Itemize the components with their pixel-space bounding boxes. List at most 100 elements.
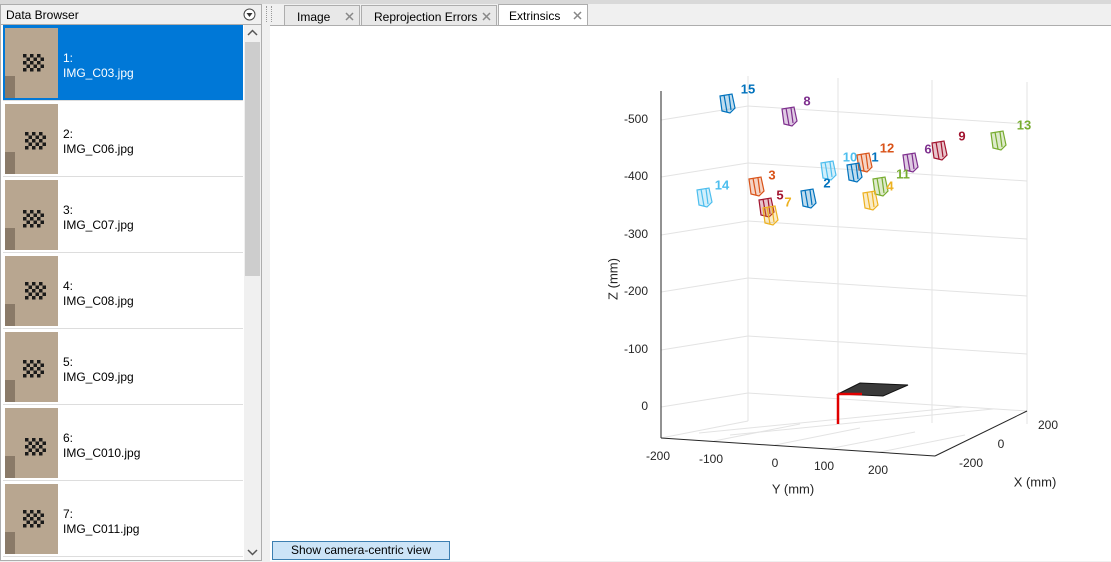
camera (856, 152, 873, 173)
thumb-shadow (5, 76, 15, 98)
image-item[interactable]: 5: IMG_C09.jpg (3, 329, 243, 405)
data-browser-panel: Data Browser 1: IMG_C03.jpg 2: IMG_C06.jpg 3… (0, 4, 262, 561)
tab[interactable]: Image (284, 5, 360, 25)
camera-label: 12 (880, 140, 894, 155)
image-item[interactable]: 7: IMG_C011.jpg (3, 481, 243, 557)
tab-close[interactable] (482, 12, 491, 21)
camera-label: 9 (958, 128, 965, 143)
checker-square (35, 448, 39, 452)
grid-line (879, 434, 966, 453)
checker-square (33, 213, 37, 217)
checker-square (25, 289, 29, 293)
grid-line (660, 335, 749, 351)
checker-square (32, 445, 36, 449)
scroll-thumb[interactable] (245, 42, 260, 276)
camera (862, 190, 879, 211)
checker-square (37, 524, 41, 528)
checker-square (25, 438, 29, 442)
checker-square (40, 64, 44, 68)
checker-square (26, 370, 30, 374)
checker-square (25, 452, 29, 456)
checker-square (42, 142, 46, 146)
x-axis-label: X (mm) (1014, 474, 1057, 489)
camera (931, 140, 948, 161)
checker-square (23, 61, 27, 65)
checker-square (42, 448, 46, 452)
checker-square (23, 517, 27, 521)
scroll-up[interactable] (247, 29, 258, 37)
tab[interactable]: Extrinsics (498, 4, 588, 26)
thumb-shadow (5, 228, 15, 250)
image-file: IMG_C011.jpg (63, 522, 140, 536)
grid-line (827, 431, 916, 450)
checker-square (25, 139, 29, 143)
checker-square (30, 510, 34, 514)
scroll-down[interactable] (247, 548, 258, 556)
checker-square (32, 296, 36, 300)
checker-square (32, 452, 36, 456)
checker-square (32, 139, 36, 143)
checker-square (32, 146, 36, 150)
image-item[interactable]: 4: IMG_C08.jpg (3, 253, 243, 329)
checker-square (30, 61, 34, 65)
grid-line (660, 105, 749, 121)
grid-line (747, 162, 1028, 182)
checker-square (42, 292, 46, 296)
image-item[interactable]: 3: IMG_C07.jpg (3, 177, 243, 253)
checker-square (32, 289, 36, 293)
image-item[interactable]: 6: IMG_C010.jpg (3, 405, 243, 481)
checker-square (35, 142, 39, 146)
checker-square (40, 220, 44, 224)
checker-square (30, 217, 34, 221)
image-index: 6: (63, 431, 74, 445)
panel-menu-button[interactable] (243, 8, 256, 21)
checker-square (37, 360, 41, 364)
thumb-shadow (5, 152, 15, 174)
checker-square (30, 360, 34, 364)
image-item[interactable]: 2: IMG_C06.jpg (3, 101, 243, 177)
checker-square (37, 224, 41, 228)
camera-centric-button[interactable]: Show camera-centric view (272, 541, 450, 560)
checker-square (25, 146, 29, 150)
checker-square (23, 360, 27, 364)
image-file: IMG_C06.jpg (63, 142, 134, 156)
tick-label: 200 (868, 463, 888, 477)
grid-line (747, 277, 1028, 297)
checker-square (30, 374, 34, 378)
checker-square (39, 146, 43, 150)
scrollbar[interactable] (244, 25, 261, 560)
image-item[interactable]: 1: IMG_C03.jpg (3, 25, 243, 101)
tick-label: -100 (624, 342, 648, 356)
tab-close[interactable] (573, 11, 582, 20)
checker-square (35, 135, 39, 139)
tick-label: -400 (624, 169, 648, 183)
grid-line (747, 335, 1028, 355)
checker-square (37, 517, 41, 521)
checker-square (28, 285, 32, 289)
checker-square (28, 448, 32, 452)
close-icon (573, 11, 582, 20)
checker-square (39, 282, 43, 286)
checker-square (42, 135, 46, 139)
camera-label: 3 (768, 167, 775, 182)
thumbnail (5, 408, 58, 478)
checker-square (28, 142, 32, 146)
checker-square (23, 54, 27, 58)
checker-square (30, 367, 34, 371)
checker-square (39, 139, 43, 143)
checker-square (26, 513, 30, 517)
tick-label: -500 (624, 112, 648, 126)
grid-line (747, 220, 1028, 240)
checker-square (23, 510, 27, 514)
thumbnail (5, 256, 58, 326)
camera-label: 8 (803, 93, 810, 108)
checker-square (25, 132, 29, 136)
tab-close[interactable] (345, 12, 354, 21)
thumbnail (5, 180, 58, 250)
splitter-grip[interactable] (266, 6, 272, 22)
tab[interactable]: Reprojection Errors (361, 5, 497, 25)
checker-square (35, 441, 39, 445)
checker-square (40, 520, 44, 524)
tick-label: 0 (772, 456, 779, 470)
